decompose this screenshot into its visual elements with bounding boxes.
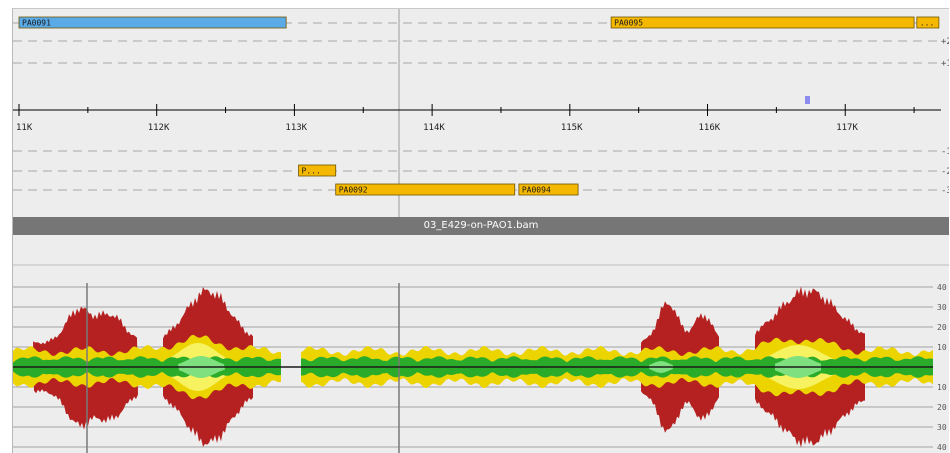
coverage-scale-label: 10 [937,343,947,352]
genome-annotation-track[interactable]: +2 +1 -1 -2 -3 11K 112K 113K 114K 115K 116K 117K PA0… [13,9,949,217]
gene-box[interactable] [916,16,940,29]
axis-tick-label: 112K [148,123,170,133]
coverage-scale-label: 40 [937,443,947,452]
axis-tick-label: 114K [423,123,445,133]
coverage-plot[interactable]: 40 30 20 10 10 20 30 40 [13,237,949,453]
gene-label: PA0092 [339,186,368,195]
frame-label: -2 [941,167,949,177]
gene-label: ... [920,19,934,28]
genome-viewer[interactable]: +2 +1 -1 -2 -3 11K 112K 113K 114K 115K 116K 117K PA0… [12,8,949,453]
gene-feature[interactable]: P... [298,164,337,177]
frame-label: -1 [941,147,949,157]
frame-label: +2 [941,37,949,47]
gene-box[interactable] [298,164,337,177]
frame-label: +1 [941,59,949,69]
frame-label: -3 [941,186,949,196]
gene-label: P... [302,167,321,176]
gene-label: PA0094 [522,186,551,195]
axis-tick-label: 113K [285,123,307,133]
coverage-scale-label: 20 [937,403,947,412]
coverage-scale-label: 30 [937,423,947,432]
bam-track-title: 03_E429-on-PAO1.bam [423,220,539,231]
coverage-scale-label: 30 [937,303,947,312]
gene-box[interactable] [610,16,915,29]
feature-marker[interactable] [805,96,810,104]
gene-feature[interactable]: PA0092 [335,183,516,196]
axis-tick-label: 117K [836,123,858,133]
gene-feature[interactable]: PA0094 [518,183,579,196]
gene-feature[interactable]: PA0091 [18,16,287,29]
axis-tick-label: 11K [16,123,33,133]
coverage-scale-label: 20 [937,323,947,332]
gene-feature[interactable]: ... [916,16,940,29]
bam-track-header[interactable]: 03_E429-on-PAO1.bam [13,217,949,235]
axis-tick-label: 115K [561,123,583,133]
axis-tick-label: 116K [699,123,721,133]
gene-label: PA0095 [614,19,643,28]
gene-box[interactable] [18,16,287,29]
coverage-scale-label: 40 [937,283,947,292]
gene-label: PA0091 [22,19,51,28]
coverage-scale-label: 10 [937,383,947,392]
gene-feature[interactable]: PA0095 [610,16,915,29]
gene-box[interactable] [518,183,579,196]
gene-box[interactable] [335,183,516,196]
